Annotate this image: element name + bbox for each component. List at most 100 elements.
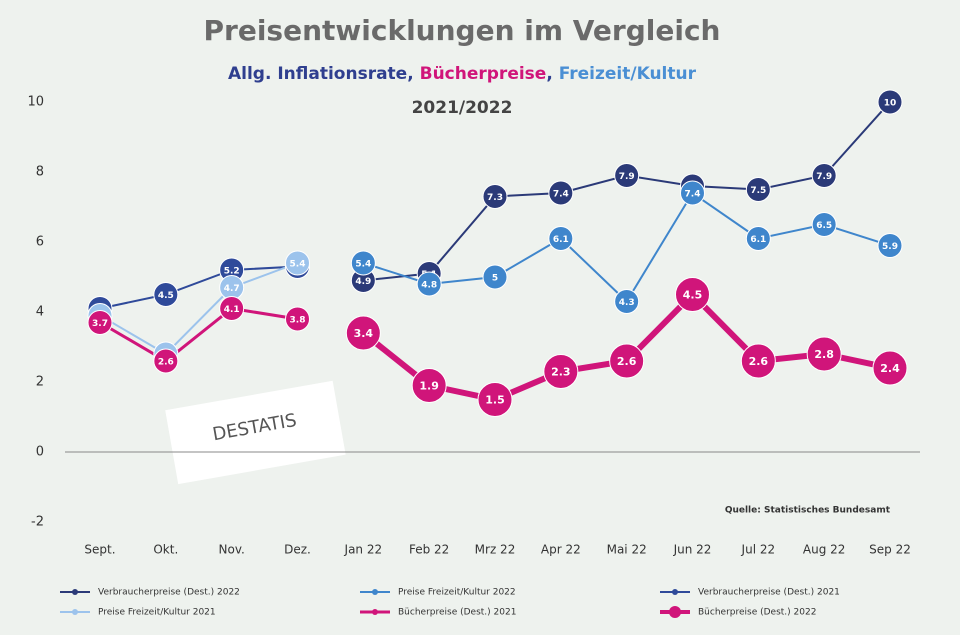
data-label: 7.5 — [750, 186, 766, 196]
data-label: 3.7 — [92, 319, 108, 329]
point — [806, 336, 842, 372]
data-label: 6.1 — [750, 235, 766, 245]
data-label: 3.8 — [290, 316, 306, 326]
subtitle-part: Allg. Inflationsrate — [228, 64, 407, 84]
source: Quelle: Statistisches Bundesamt — [725, 506, 891, 516]
point — [548, 226, 574, 251]
point — [745, 177, 771, 202]
y-tick-label: 10 — [27, 95, 44, 110]
point — [345, 315, 381, 351]
data-label: 5.4 — [290, 260, 306, 270]
x-tick-label: Jul 22 — [741, 543, 776, 557]
subtitle-part: , — [546, 64, 558, 84]
point — [811, 212, 837, 237]
point — [614, 163, 640, 188]
data-label: 7.4 — [685, 190, 701, 200]
data-label: 4.9 — [355, 277, 371, 287]
x-tick-label: Sep 22 — [869, 543, 911, 557]
data-label: 2.6 — [749, 355, 769, 368]
logo: DESTATIS — [165, 380, 346, 485]
point — [285, 306, 310, 332]
y-tick-label: -2 — [31, 515, 44, 530]
y-tick-label: 2 — [36, 375, 44, 390]
x-tick-label: Apr 22 — [541, 543, 581, 557]
point — [609, 343, 645, 379]
point — [548, 180, 574, 206]
data-label: 1.5 — [485, 394, 505, 407]
legend-marker — [372, 589, 378, 595]
point — [87, 310, 113, 335]
subtitle-part: Freizeit/Kultur — [559, 64, 697, 84]
point — [675, 277, 710, 312]
data-label: 6.5 — [816, 221, 832, 231]
data-label: 10 — [884, 99, 897, 109]
data-label: 1.9 — [419, 380, 439, 393]
point — [877, 233, 903, 258]
legend-label: Preise Freizeit/Kultur 2022 — [398, 588, 516, 598]
point — [877, 89, 903, 115]
x-tick-label: Jun 22 — [673, 543, 712, 557]
point — [411, 368, 447, 403]
point — [482, 264, 508, 290]
y-tick-label: 0 — [36, 445, 44, 460]
subtitle-part: Bücherpreise — [420, 64, 547, 84]
data-label: 7.4 — [553, 190, 569, 200]
point — [740, 343, 776, 379]
legend-marker — [372, 609, 378, 615]
chart-subtitle: Allg. Inflationsrate, Bücherpreise, Frei… — [228, 64, 697, 84]
point — [219, 296, 245, 321]
y-tick-label: 6 — [36, 235, 44, 250]
chart-title: Preisentwicklungen im Vergleich — [204, 14, 721, 47]
data-label: 5 — [492, 274, 498, 284]
point — [153, 348, 179, 374]
data-label: 7.9 — [816, 172, 832, 182]
legend-marker — [72, 589, 78, 595]
data-label: 4.3 — [619, 298, 635, 308]
x-tick-label: Sept. — [84, 543, 115, 557]
data-label: 5.4 — [355, 260, 371, 270]
data-label: 6.1 — [553, 235, 569, 245]
point — [872, 350, 908, 386]
series-line — [99, 265, 298, 310]
x-tick-label: Mrz 22 — [475, 543, 516, 557]
logo-box — [165, 380, 346, 485]
data-label: 2.3 — [551, 366, 571, 379]
x-tick-label: Okt. — [153, 543, 178, 557]
legend-label: Bücherpreise (Dest.) 2021 — [398, 608, 516, 618]
legend-marker — [72, 609, 78, 615]
data-label: 2.8 — [814, 348, 834, 361]
series-line — [99, 306, 298, 363]
data-label: 4.8 — [421, 281, 437, 291]
series-line — [99, 262, 298, 356]
y-tick-label: 4 — [36, 305, 44, 320]
data-label: 4.7 — [224, 284, 240, 294]
legend-label: Bücherpreise (Dest.) 2022 — [698, 608, 816, 618]
point — [543, 354, 579, 389]
point — [811, 163, 837, 188]
point — [614, 289, 640, 314]
point — [482, 184, 508, 209]
point — [680, 180, 705, 206]
subtitle-part: , — [407, 64, 419, 84]
data-label: 3.4 — [354, 327, 374, 340]
x-tick-label: Nov. — [219, 543, 245, 557]
point — [416, 271, 442, 297]
data-label: 2.4 — [880, 362, 900, 375]
period: 2021/2022 — [412, 98, 513, 118]
data-label: 4.5 — [683, 289, 703, 302]
data-label: 2.6 — [617, 355, 637, 368]
data-label: 2.6 — [158, 358, 174, 368]
point — [350, 250, 376, 276]
legend-label: Verbraucherpreise (Dest.) 2022 — [98, 588, 240, 598]
x-tick-label: Mai 22 — [607, 543, 647, 557]
data-label: 4.5 — [158, 291, 174, 301]
legend-label: Preise Freizeit/Kultur 2021 — [98, 608, 216, 618]
point — [285, 250, 310, 276]
point — [153, 282, 179, 307]
legend-marker — [672, 589, 678, 595]
data-label: 7.3 — [487, 193, 503, 203]
x-tick-label: Jan 22 — [344, 543, 383, 557]
